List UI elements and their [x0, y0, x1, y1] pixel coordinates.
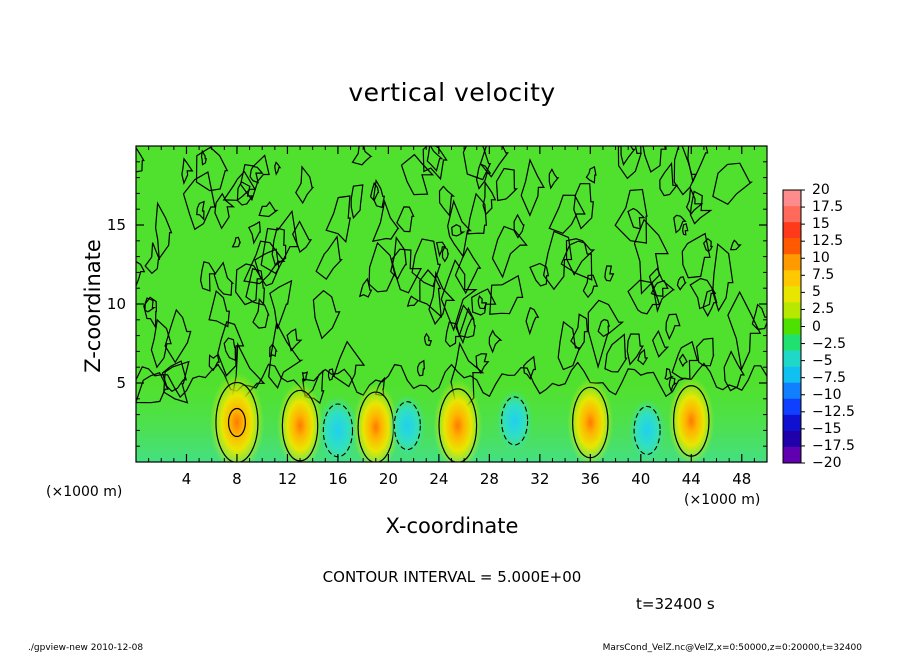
- x-unit-label-right: (×1000 m): [684, 492, 761, 508]
- x-tick-label-16: 16: [328, 470, 348, 488]
- colorbar-swatch-5: [783, 254, 801, 271]
- y-axis-ticks: [136, 161, 767, 447]
- colorbar-label-12: −7.5: [812, 369, 846, 386]
- colorbar-swatch-11: [783, 350, 801, 367]
- colorbar-label-4: 12.5: [812, 233, 844, 250]
- downdraft-cell-5: [389, 394, 426, 457]
- colorbar-swatch-1: [783, 190, 801, 207]
- y-tick-label-5: 5: [116, 374, 126, 392]
- velocity-field: [136, 146, 767, 462]
- colorbar-label-13: −10: [812, 386, 842, 403]
- colorbar-swatch-17: [783, 446, 801, 464]
- x-axis-ticks: [148, 146, 755, 462]
- colorbar-swatch-2: [783, 206, 801, 223]
- x-tick-label-28: 28: [479, 470, 499, 488]
- colorbar-swatch-13: [783, 382, 801, 400]
- x-tick-label-24: 24: [429, 470, 449, 488]
- downdraft-cell-7: [496, 389, 533, 453]
- colorbar-label-6: 7.5: [812, 267, 835, 284]
- contour-interval-text: CONTOUR INTERVAL = 5.000E+00: [322, 568, 582, 586]
- y-tick-label-10: 10: [106, 295, 126, 313]
- colorbar-swatch-15: [783, 414, 801, 432]
- chart-title: vertical velocity: [348, 78, 556, 107]
- updraft-cell-10: [668, 376, 715, 462]
- x-tick-label-44: 44: [681, 470, 701, 488]
- colorbar-label-14: −12.5: [812, 403, 855, 420]
- time-label: t=32400 s: [636, 595, 715, 613]
- x-tick-label-20: 20: [378, 470, 398, 488]
- colorbar-label-1: 20: [812, 182, 830, 198]
- colorbar-swatch-8: [783, 302, 801, 319]
- x-tick-label-48: 48: [732, 470, 752, 488]
- colorbar-label-2: 17.5: [812, 199, 844, 216]
- footer-right: MarsCond_VelZ.nc@VelZ,x=0:50000,z=0:2000…: [602, 643, 862, 653]
- colorbar-swatch-6: [783, 270, 801, 287]
- turbulence-contours: [136, 146, 767, 417]
- x-tick-label-4: 4: [181, 470, 192, 488]
- x-tick-label-8: 8: [232, 470, 242, 488]
- colorbar-swatch-14: [783, 398, 801, 416]
- colorbar-swatch-3: [783, 222, 801, 239]
- x-tick-label-36: 36: [580, 470, 600, 488]
- x-axis-label: X-coordinate: [385, 514, 519, 538]
- updraft-cell-6: [433, 379, 483, 462]
- x-unit-label-left: (×1000 m): [46, 484, 123, 500]
- updraft-cell-1: [209, 372, 265, 462]
- updraft-cell-8: [567, 378, 614, 462]
- colorbar-swatch-4: [783, 238, 801, 255]
- footer-left: ./gpview-new 2010-12-08: [28, 643, 144, 653]
- colorbar-label-17: −20: [812, 455, 842, 471]
- colorbar-label-10: −2.5: [812, 335, 846, 352]
- colorbar-label-3: 15: [812, 216, 830, 233]
- colorbar-label-11: −5: [812, 352, 833, 369]
- y-tick-label-15: 15: [106, 216, 126, 234]
- colorbar-label-8: 2.5: [812, 301, 835, 318]
- colorbar: [782, 189, 805, 464]
- colorbar-label-16: −17.5: [812, 437, 855, 454]
- updraft-cell-2: [277, 381, 324, 462]
- colorbar-swatch-12: [783, 366, 801, 384]
- downdraft-cell-9: [628, 399, 666, 462]
- x-tick-label-40: 40: [631, 470, 651, 488]
- colorbar-swatch-10: [783, 334, 801, 351]
- colorbar-label-9: 0: [812, 318, 821, 335]
- colorbar-label-7: 5: [812, 284, 821, 301]
- x-tick-label-12: 12: [277, 470, 297, 488]
- colorbar-swatch-7: [783, 286, 801, 303]
- colorbar-label-5: 10: [812, 250, 830, 267]
- x-tick-label-32: 32: [530, 470, 550, 488]
- colorbar-swatch-9: [783, 318, 801, 335]
- colorbar-swatch-16: [783, 430, 801, 448]
- y-axis-label: Z-coordinate: [81, 239, 105, 373]
- colorbar-label-15: −15: [812, 420, 842, 437]
